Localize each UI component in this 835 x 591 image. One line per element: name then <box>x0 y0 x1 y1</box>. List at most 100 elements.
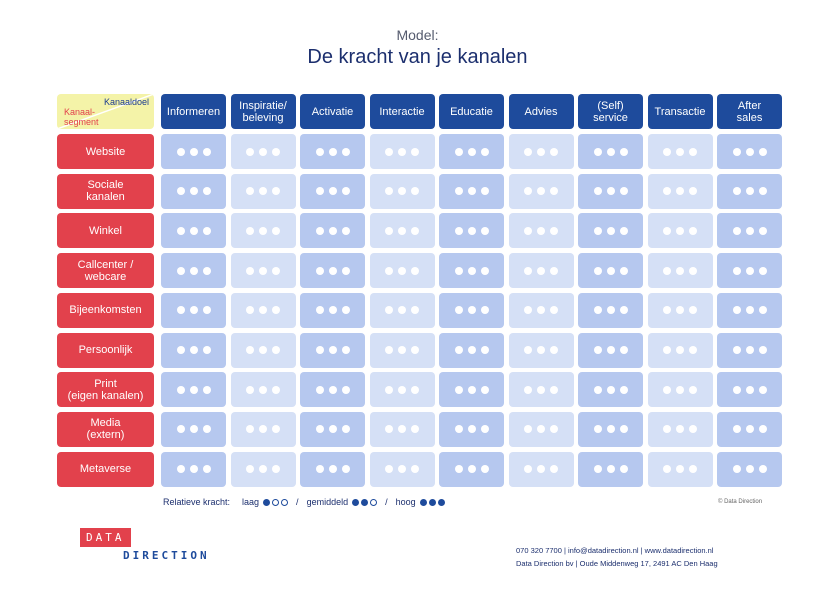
strength-dot[interactable] <box>745 346 754 354</box>
strength-dot[interactable] <box>202 187 211 196</box>
strength-dot[interactable] <box>246 226 254 235</box>
matrix-cell[interactable] <box>717 332 782 368</box>
matrix-cell[interactable] <box>161 253 226 289</box>
strength-dot[interactable] <box>411 346 419 354</box>
strength-dot[interactable] <box>593 266 602 275</box>
strength-dot[interactable] <box>454 385 463 394</box>
matrix-cell[interactable] <box>717 372 782 408</box>
strength-dot[interactable] <box>758 147 767 156</box>
strength-dot[interactable] <box>676 465 684 474</box>
strength-dot[interactable] <box>411 266 419 275</box>
matrix-cell[interactable] <box>508 253 574 289</box>
strength-dot[interactable] <box>341 306 350 315</box>
strength-dot[interactable] <box>315 385 324 394</box>
strength-dot[interactable] <box>689 385 697 394</box>
matrix-cell[interactable] <box>161 292 226 328</box>
strength-dot[interactable] <box>341 385 350 394</box>
strength-dot[interactable] <box>758 385 767 394</box>
strength-dot[interactable] <box>550 465 558 474</box>
matrix-cell[interactable] <box>717 253 782 289</box>
strength-dot[interactable] <box>202 346 211 354</box>
strength-dot[interactable] <box>315 187 324 196</box>
strength-dot[interactable] <box>272 266 280 275</box>
strength-dot[interactable] <box>454 465 463 474</box>
strength-dot[interactable] <box>550 187 558 196</box>
matrix-cell[interactable] <box>508 173 574 209</box>
strength-dot[interactable] <box>176 226 185 235</box>
strength-dot[interactable] <box>689 187 697 196</box>
strength-dot[interactable] <box>454 266 463 275</box>
strength-dot[interactable] <box>663 346 671 354</box>
strength-dot[interactable] <box>341 187 350 196</box>
strength-dot[interactable] <box>745 266 754 275</box>
strength-dot[interactable] <box>398 147 406 156</box>
strength-dot[interactable] <box>619 465 628 474</box>
matrix-cell[interactable] <box>300 213 365 249</box>
strength-dot[interactable] <box>272 385 280 394</box>
strength-dot[interactable] <box>689 306 697 315</box>
strength-dot[interactable] <box>341 425 350 434</box>
matrix-cell[interactable] <box>578 134 643 169</box>
strength-dot[interactable] <box>537 226 545 235</box>
matrix-cell[interactable] <box>230 411 296 447</box>
matrix-cell[interactable] <box>717 134 782 169</box>
strength-dot[interactable] <box>732 465 741 474</box>
strength-dot[interactable] <box>398 226 406 235</box>
strength-dot[interactable] <box>467 147 476 156</box>
strength-dot[interactable] <box>619 266 628 275</box>
strength-dot[interactable] <box>398 425 406 434</box>
strength-dot[interactable] <box>689 266 697 275</box>
matrix-cell[interactable] <box>508 292 574 328</box>
matrix-cell[interactable] <box>369 253 435 289</box>
strength-dot[interactable] <box>676 266 684 275</box>
strength-dot[interactable] <box>593 187 602 196</box>
strength-dot[interactable] <box>619 226 628 235</box>
strength-dot[interactable] <box>385 465 393 474</box>
strength-dot[interactable] <box>176 147 185 156</box>
strength-dot[interactable] <box>467 226 476 235</box>
strength-dot[interactable] <box>676 306 684 315</box>
matrix-cell[interactable] <box>439 173 504 209</box>
strength-dot[interactable] <box>454 425 463 434</box>
strength-dot[interactable] <box>537 187 545 196</box>
strength-dot[interactable] <box>480 226 489 235</box>
matrix-cell[interactable] <box>300 451 365 487</box>
matrix-cell[interactable] <box>647 134 713 169</box>
strength-dot[interactable] <box>315 306 324 315</box>
strength-dot[interactable] <box>537 306 545 315</box>
strength-dot[interactable] <box>189 226 198 235</box>
strength-dot[interactable] <box>663 306 671 315</box>
matrix-cell[interactable] <box>578 213 643 249</box>
strength-dot[interactable] <box>411 226 419 235</box>
matrix-cell[interactable] <box>369 213 435 249</box>
strength-dot[interactable] <box>480 187 489 196</box>
strength-dot[interactable] <box>385 346 393 354</box>
strength-dot[interactable] <box>398 187 406 196</box>
strength-dot[interactable] <box>593 306 602 315</box>
matrix-cell[interactable] <box>369 451 435 487</box>
strength-dot[interactable] <box>315 425 324 434</box>
strength-dot[interactable] <box>480 266 489 275</box>
matrix-cell[interactable] <box>369 134 435 169</box>
strength-dot[interactable] <box>758 425 767 434</box>
matrix-cell[interactable] <box>578 173 643 209</box>
strength-dot[interactable] <box>550 226 558 235</box>
strength-dot[interactable] <box>259 226 267 235</box>
matrix-cell[interactable] <box>508 411 574 447</box>
matrix-cell[interactable] <box>230 173 296 209</box>
matrix-cell[interactable] <box>647 372 713 408</box>
strength-dot[interactable] <box>606 465 615 474</box>
strength-dot[interactable] <box>272 226 280 235</box>
strength-dot[interactable] <box>272 346 280 354</box>
strength-dot[interactable] <box>619 425 628 434</box>
matrix-cell[interactable] <box>369 173 435 209</box>
strength-dot[interactable] <box>676 346 684 354</box>
strength-dot[interactable] <box>259 187 267 196</box>
strength-dot[interactable] <box>550 425 558 434</box>
strength-dot[interactable] <box>246 147 254 156</box>
strength-dot[interactable] <box>550 346 558 354</box>
strength-dot[interactable] <box>732 346 741 354</box>
matrix-cell[interactable] <box>230 213 296 249</box>
strength-dot[interactable] <box>411 425 419 434</box>
strength-dot[interactable] <box>315 147 324 156</box>
